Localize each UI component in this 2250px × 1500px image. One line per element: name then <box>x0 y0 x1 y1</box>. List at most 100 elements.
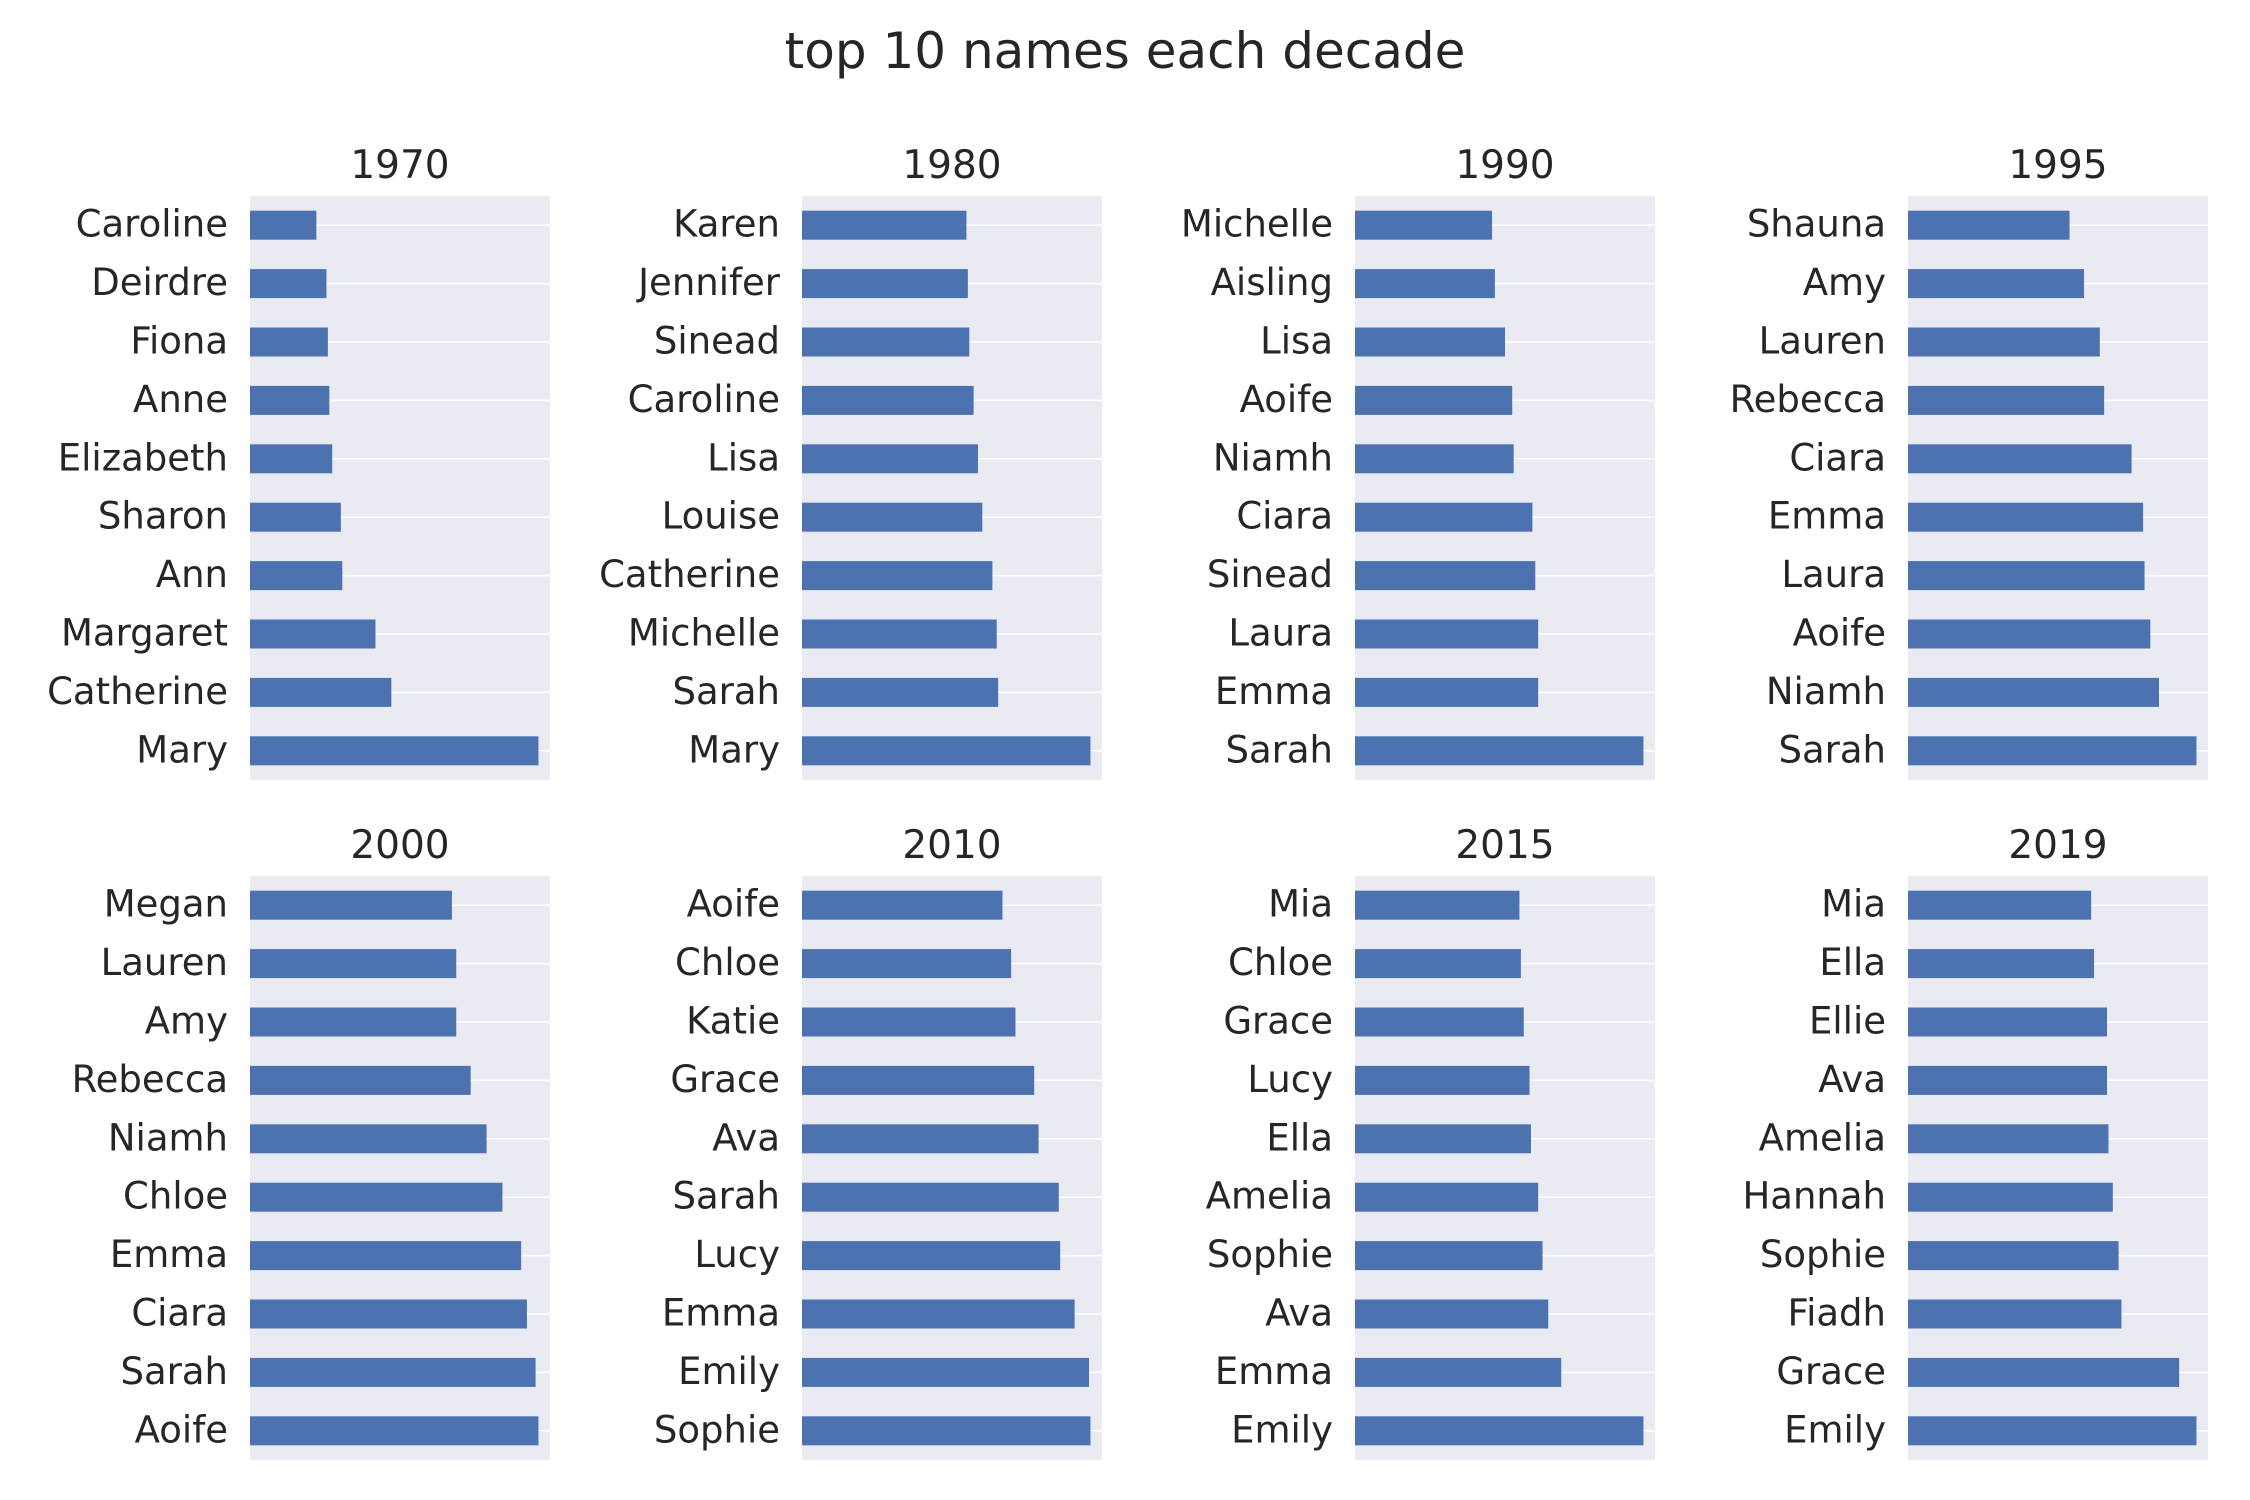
bar-amelia <box>1355 1182 1539 1212</box>
bar-emma <box>1355 677 1539 707</box>
panel-title: 2010 <box>902 823 1001 868</box>
tick-label: Karen <box>673 203 780 246</box>
bar-mary <box>802 736 1091 766</box>
tick-label: Sarah <box>673 1175 781 1218</box>
tick-label: Lisa <box>707 436 780 479</box>
tick-label: Chloe <box>123 1175 228 1218</box>
bar-sarah <box>1908 736 2197 766</box>
bar-amy <box>1908 269 2084 299</box>
tick-label: Megan <box>104 883 228 926</box>
bar-emily <box>802 1357 1090 1387</box>
bar-aisling <box>1355 269 1495 299</box>
tick-label: Elizabeth <box>58 436 228 479</box>
tick-label: Amy <box>145 1000 228 1043</box>
tick-label: Shauna <box>1747 203 1886 246</box>
bar-sophie <box>802 1416 1091 1446</box>
tick-label: Emma <box>1215 1350 1333 1393</box>
bar-sophie <box>1355 1241 1543 1271</box>
tick-label: Louise <box>662 495 780 538</box>
bar-jennifer <box>802 269 968 299</box>
tick-label: Aoife <box>687 883 780 926</box>
figure-title: top 10 names each decade <box>784 22 1466 80</box>
tick-label: Ava <box>712 1116 780 1159</box>
bar-sharon <box>250 502 341 532</box>
tick-label: Niamh <box>1213 436 1333 479</box>
bar-fiadh <box>1908 1299 2122 1329</box>
panel-1970: 1970 Caroline Deirdre Fiona Anne Elizabeth Sha… <box>47 143 550 780</box>
tick-label: Sarah <box>121 1350 229 1393</box>
tick-label: Sinead <box>1207 553 1333 596</box>
bar-lauren <box>250 949 457 979</box>
bar-mia <box>1355 890 1520 920</box>
panel-2010: 2010 Aoife Chloe Katie Grace Ava Sarah Lucy Emma… <box>654 823 1102 1460</box>
tick-label: Grace <box>670 1058 780 1101</box>
bar-katie <box>802 1007 1016 1037</box>
bar-grace <box>1355 1007 1524 1037</box>
tick-label: Caroline <box>628 378 780 421</box>
tick-label: Ava <box>1265 1292 1333 1335</box>
tick-label: Aoife <box>1793 612 1886 655</box>
tick-label: Sophie <box>1207 1233 1333 1276</box>
bar-lucy <box>1355 1065 1530 1095</box>
tick-label: Fiadh <box>1788 1292 1886 1335</box>
bar-lauren <box>1908 327 2100 357</box>
bar-lucy <box>802 1241 1061 1271</box>
bar-emma <box>250 1241 522 1271</box>
bar-emma <box>802 1299 1075 1329</box>
panel-title: 2015 <box>1455 823 1554 868</box>
tick-label: Ellie <box>1809 1000 1886 1043</box>
bar-shauna <box>1908 210 2070 240</box>
tick-label: Sarah <box>673 670 781 713</box>
panel-title: 1970 <box>350 143 449 188</box>
bar-chloe <box>802 949 1012 979</box>
tick-label: Sharon <box>98 495 228 538</box>
bar-sinead <box>1355 561 1536 591</box>
bar-grace <box>1908 1357 2180 1387</box>
panel-title: 1990 <box>1455 143 1554 188</box>
tick-label: Mary <box>136 728 228 771</box>
tick-label: Aoife <box>135 1408 228 1451</box>
tick-label: Lucy <box>694 1233 780 1276</box>
bar-louise <box>802 502 983 532</box>
bar-emily <box>1908 1416 2197 1446</box>
tick-label: Niamh <box>108 1116 228 1159</box>
bar-aoife <box>250 1416 539 1446</box>
tick-label: Catherine <box>599 553 780 596</box>
tick-label: Ciara <box>131 1292 228 1335</box>
bar-catherine <box>802 561 993 591</box>
bar-fiona <box>250 327 328 357</box>
panel-1995: 1995 Shauna Amy Lauren Rebecca Ciara Emma Laura… <box>1730 143 2208 780</box>
bar-niamh <box>250 1124 487 1154</box>
bar-amelia <box>1908 1124 2109 1154</box>
tick-label: Catherine <box>47 670 228 713</box>
bar-karen <box>802 210 967 240</box>
tick-label: Emily <box>678 1350 780 1393</box>
tick-label: Grace <box>1776 1350 1886 1393</box>
tick-label: Amelia <box>1206 1175 1333 1218</box>
bar-deirdre <box>250 269 327 299</box>
bar-hannah <box>1908 1182 2113 1212</box>
panel-2015: 2015 Mia Chloe Grace Lucy Ella Amelia Sophie Ava… <box>1206 823 1655 1460</box>
tick-label: Sarah <box>1779 728 1887 771</box>
panel-title: 1995 <box>2008 143 2107 188</box>
bar-sophie <box>1908 1241 2119 1271</box>
tick-label: Hannah <box>1742 1175 1886 1218</box>
tick-label: Aisling <box>1211 261 1333 304</box>
bar-caroline <box>802 385 974 415</box>
bar-sarah <box>250 1357 536 1387</box>
bar-ann <box>250 561 343 591</box>
tick-label: Amy <box>1803 261 1886 304</box>
bar-niamh <box>1355 444 1514 474</box>
bar-catherine <box>250 677 392 707</box>
tick-label: Ciara <box>1789 436 1886 479</box>
tick-label: Grace <box>1223 1000 1333 1043</box>
tick-label: Rebecca <box>1730 378 1886 421</box>
tick-label: Michelle <box>1181 203 1333 246</box>
bar-michelle <box>1355 210 1493 240</box>
bar-emily <box>1355 1416 1644 1446</box>
bar-ava <box>1355 1299 1549 1329</box>
tick-label: Laura <box>1228 612 1333 655</box>
bar-margaret <box>250 619 376 649</box>
bar-chloe <box>250 1182 503 1212</box>
